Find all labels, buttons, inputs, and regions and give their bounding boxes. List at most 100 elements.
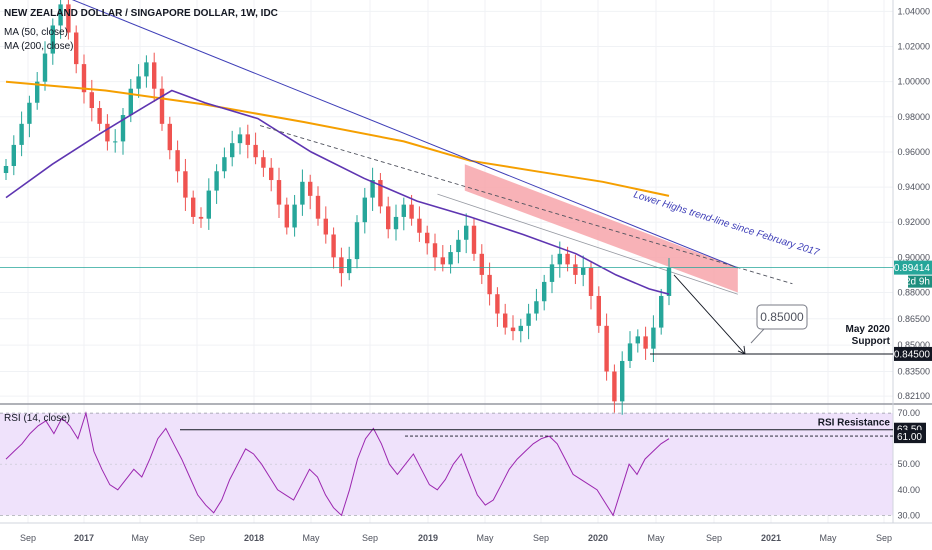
candle	[471, 218, 477, 261]
target-callout-box	[756, 304, 808, 330]
time-tick-label: Sep	[533, 533, 549, 543]
candle-body	[183, 171, 188, 198]
candle-body	[432, 243, 438, 258]
resistance-channel	[464, 164, 738, 293]
candle	[542, 274, 547, 311]
candle-body	[354, 222, 360, 260]
candle	[284, 197, 289, 235]
countdown-tag-text: 2d 9h	[905, 277, 930, 288]
candle-body	[323, 218, 328, 235]
candle-body	[495, 294, 500, 314]
candle	[347, 246, 352, 281]
candle	[448, 245, 453, 274]
support-price-tag	[894, 346, 932, 361]
rsi-legend: RSI (14, close)	[4, 413, 71, 424]
lower-highs-trendline	[71, 0, 738, 269]
candle-body	[315, 195, 321, 219]
candle	[3, 158, 9, 181]
support-label-title: Support	[852, 336, 891, 347]
ma200-line	[5, 80, 670, 197]
candle	[534, 288, 539, 321]
candle	[518, 318, 523, 343]
time-tick-label: May	[819, 533, 837, 543]
last-price-tag-text: 0.89414	[894, 263, 931, 274]
candle-body	[105, 123, 110, 142]
price-tick-label: 1.00000	[897, 77, 930, 87]
candle	[487, 262, 492, 306]
candle	[627, 331, 633, 368]
candle	[58, 0, 63, 39]
candle	[120, 108, 126, 155]
target-callout-pointer	[750, 328, 765, 344]
candle	[339, 247, 344, 287]
time-tick-label: May	[476, 533, 494, 543]
candle-body	[136, 76, 141, 89]
symbol-title: NEW ZEALAND DOLLAR / SINGAPORE DOLLAR, 1…	[4, 8, 278, 19]
candle-body	[159, 88, 165, 124]
candle	[409, 194, 414, 226]
candle	[495, 287, 500, 327]
rsi-tick-label: 30.00	[897, 510, 920, 520]
candle	[19, 111, 24, 157]
candle-body	[152, 62, 157, 89]
price-tick-label: 0.92000	[897, 217, 930, 227]
candle-body	[643, 336, 648, 349]
candle-body	[401, 204, 406, 217]
candle-body	[144, 62, 149, 77]
candle-body	[417, 218, 422, 233]
time-tick-label: Sep	[20, 533, 36, 543]
rsi-secondary-tag	[894, 430, 926, 444]
candle-body	[659, 295, 664, 328]
time-tick-label: 2020	[588, 533, 608, 543]
last-price-tag	[894, 260, 932, 275]
candle	[323, 206, 328, 244]
candle	[191, 190, 196, 224]
price-tick-label: 1.04000	[897, 6, 930, 16]
candle-body	[97, 108, 102, 124]
candle	[105, 114, 110, 151]
candle-body	[253, 144, 258, 158]
candle-body	[425, 232, 430, 244]
time-tick-label: Sep	[362, 533, 378, 543]
candle	[245, 124, 250, 159]
price-tick-label: 0.90000	[897, 252, 930, 262]
candle	[97, 101, 102, 131]
candle-body	[440, 257, 445, 265]
candle	[66, 0, 71, 40]
candle-body	[58, 4, 63, 26]
candle	[354, 215, 360, 269]
candle	[456, 230, 461, 264]
candle	[331, 227, 336, 269]
target-callout-text: 0.85000	[760, 310, 804, 324]
candle-body	[245, 134, 250, 145]
candle-body	[339, 257, 344, 274]
price-tick-label: 0.96000	[897, 147, 930, 157]
candle	[401, 197, 406, 231]
price-tick-label: 0.86500	[897, 314, 930, 324]
candle-body	[362, 197, 367, 223]
candle	[81, 54, 87, 104]
candle	[198, 207, 204, 228]
candle	[35, 72, 40, 110]
candle-body	[175, 150, 180, 172]
candle-body	[487, 274, 492, 295]
rsi-tick-label: 40.00	[897, 485, 920, 495]
candle	[152, 52, 157, 103]
candle	[175, 140, 180, 183]
time-tick-label: 2018	[244, 533, 264, 543]
candle-body	[393, 216, 399, 230]
candle	[300, 169, 305, 216]
candle-body	[167, 123, 172, 151]
candle	[588, 260, 594, 310]
support-label-date: May 2020	[846, 324, 891, 335]
candle	[620, 351, 625, 415]
price-tick-label: 0.85000	[897, 340, 930, 350]
rsi-tick-label: 70.00	[897, 408, 920, 418]
candle-body	[471, 225, 477, 254]
candle	[479, 244, 484, 285]
candle	[222, 147, 227, 179]
candle-body	[206, 190, 211, 219]
candle-body	[128, 88, 133, 116]
ma50-line	[5, 89, 670, 295]
